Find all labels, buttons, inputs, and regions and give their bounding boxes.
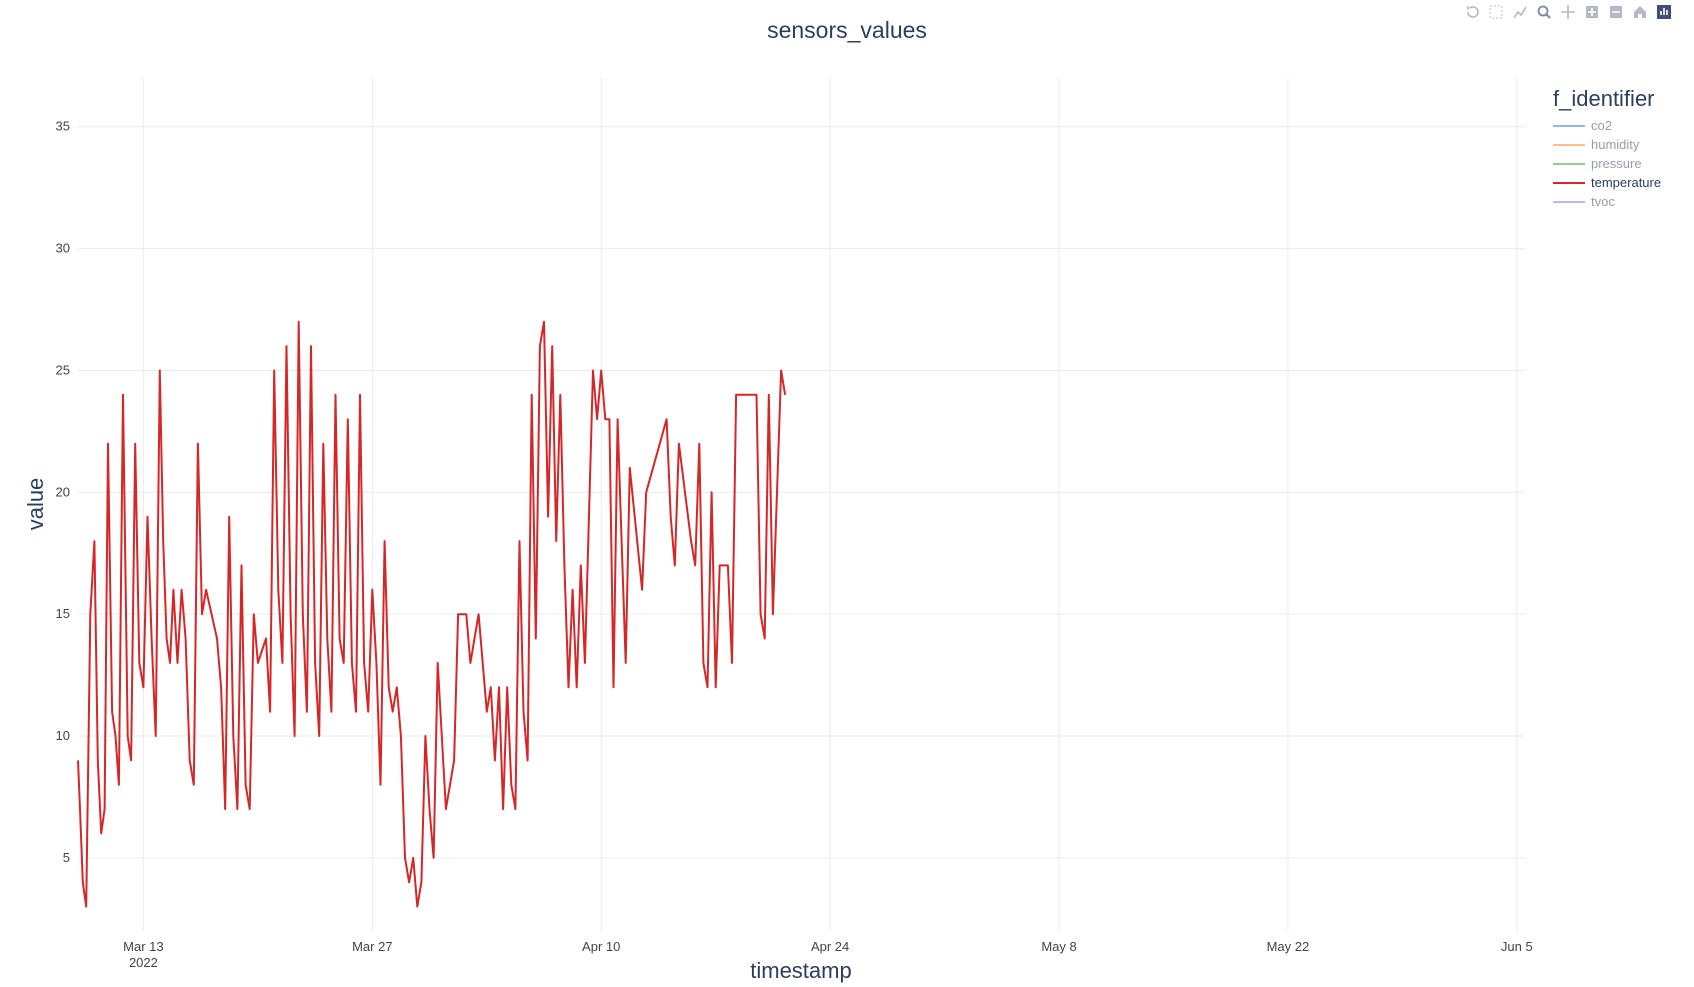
y-tick-label: 5: [63, 850, 70, 865]
autoscale-button[interactable]: [1510, 2, 1530, 22]
y-tick-label: 25: [56, 362, 70, 377]
y-tick-label: 15: [56, 606, 70, 621]
plot-background: [78, 78, 1525, 931]
x-tick-label: Mar 13: [123, 939, 163, 954]
legend-item-co2[interactable]: co2: [1553, 116, 1693, 135]
legend-label: temperature: [1591, 175, 1662, 190]
legend-swatch: [1553, 143, 1585, 146]
undo-icon: [1467, 6, 1479, 18]
legend-item-tvoc[interactable]: tvoc: [1553, 192, 1693, 211]
x-tick-label: May 22: [1267, 939, 1310, 954]
home-icon: [1634, 6, 1646, 18]
legend-swatch: [1553, 162, 1585, 165]
y-axis-label: value: [23, 478, 48, 531]
autoscale-icon: [1513, 6, 1527, 19]
x-tick-label: Apr 24: [811, 939, 849, 954]
series-layer: [77, 320, 787, 908]
zoom-out-icon: [1610, 6, 1622, 18]
zoom-in-button[interactable]: [1582, 2, 1602, 22]
x-tick-label: Jun 5: [1501, 939, 1533, 954]
grid-lines: [78, 78, 1525, 931]
legend-label: co2: [1591, 118, 1612, 133]
legend-items: co2 humidity pressure temperature tvoc: [1553, 116, 1693, 211]
legend-item-temperature[interactable]: temperature: [1553, 173, 1693, 192]
x-tick-label: Mar 27: [352, 939, 392, 954]
series-line-temperature: [77, 320, 787, 908]
y-axis-ticks: 5 10 15 20 25 30 35: [56, 119, 70, 865]
legend-swatch: [1553, 124, 1585, 127]
plotly-logo-button[interactable]: [1654, 2, 1674, 22]
select-icon: [1489, 5, 1503, 19]
legend-swatch: [1553, 181, 1585, 184]
select-button[interactable]: [1486, 2, 1506, 22]
undo-button[interactable]: [1462, 2, 1482, 22]
legend: f_identifier co2 humidity pressure temperat…: [1553, 86, 1693, 211]
legend-label: tvoc: [1591, 194, 1615, 209]
legend-swatch: [1553, 200, 1585, 203]
zoom-out-button[interactable]: [1606, 2, 1626, 22]
chart-title: sensors_values: [767, 17, 927, 43]
pan-button[interactable]: [1558, 2, 1578, 22]
plotly-logo-icon: [1657, 5, 1671, 19]
x-tick-sublabel: 2022: [129, 955, 158, 970]
x-tick-label: May 8: [1041, 939, 1076, 954]
x-axis-label: timestamp: [750, 958, 851, 983]
legend-item-pressure[interactable]: pressure: [1553, 154, 1693, 173]
zoom-icon: [1537, 5, 1551, 19]
zoom-button[interactable]: [1534, 2, 1554, 22]
legend-label: humidity: [1591, 137, 1640, 152]
home-button[interactable]: [1630, 2, 1650, 22]
legend-item-humidity[interactable]: humidity: [1553, 135, 1693, 154]
x-tick-label: Apr 10: [582, 939, 620, 954]
y-tick-label: 35: [56, 119, 70, 134]
y-tick-label: 10: [56, 728, 70, 743]
y-tick-label: 20: [56, 484, 70, 499]
legend-label: pressure: [1591, 156, 1642, 171]
zoom-in-icon: [1586, 6, 1598, 18]
legend-title: f_identifier: [1553, 86, 1655, 111]
modebar: [1462, 2, 1674, 22]
y-tick-label: 30: [56, 241, 70, 256]
pan-icon: [1561, 5, 1575, 19]
